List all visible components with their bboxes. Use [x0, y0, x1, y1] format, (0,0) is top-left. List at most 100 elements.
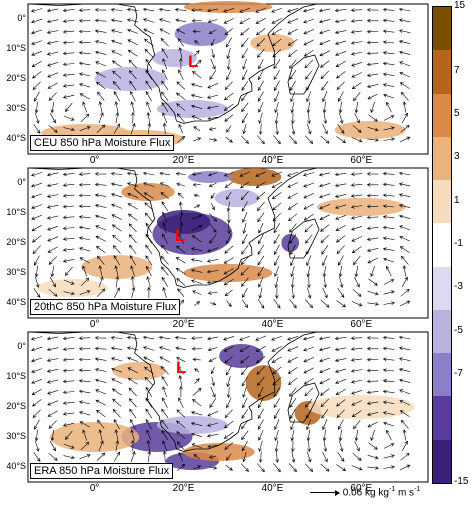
flux-arrow	[34, 101, 39, 114]
flux-arrow	[62, 40, 75, 45]
flux-arrow	[320, 135, 330, 144]
flux-arrow	[382, 29, 395, 34]
flux-arrow	[304, 59, 314, 69]
flux-arrow	[319, 193, 331, 199]
flux-arrow	[367, 138, 379, 142]
flux-arrow	[367, 290, 379, 296]
flux-arrow	[334, 204, 347, 209]
flux-arrow	[275, 123, 279, 135]
flux-arrow	[273, 463, 281, 473]
flux-arrow	[240, 27, 250, 36]
flux-arrow	[31, 204, 43, 209]
flux-arrow	[178, 451, 183, 462]
flux-arrow	[334, 30, 347, 34]
flux-arrow	[334, 183, 347, 188]
flux-arrow	[255, 171, 267, 177]
flux-arrow	[178, 201, 183, 211]
reference-text: 0.06 kg kg	[342, 487, 389, 499]
flux-arrow	[158, 335, 171, 340]
flux-arrow	[161, 201, 169, 212]
flux-arrow	[113, 255, 120, 266]
flux-arrow	[78, 72, 91, 77]
flux-arrow	[350, 172, 363, 176]
flux-arrow	[144, 202, 154, 211]
flux-arrow	[402, 101, 407, 113]
flux-arrow	[240, 181, 250, 189]
colorbar-segment	[433, 7, 451, 51]
flux-arrow	[191, 399, 202, 407]
anomaly-patch	[112, 362, 166, 380]
flux-arrow	[335, 51, 347, 56]
flux-arrow	[226, 47, 231, 60]
flux-arrow	[382, 389, 395, 394]
flux-arrow	[191, 18, 202, 23]
flux-arrow	[257, 212, 265, 223]
anomaly-patch	[50, 422, 140, 452]
flux-arrow	[94, 18, 107, 23]
flux-arrow	[350, 194, 363, 198]
flux-arrow	[258, 287, 263, 299]
flux-arrow	[334, 347, 347, 352]
flux-arrow	[225, 365, 232, 376]
flux-arrow	[351, 390, 363, 395]
flux-arrow	[176, 81, 186, 90]
colorbar-segment	[433, 309, 451, 354]
flux-arrow	[399, 225, 411, 231]
map-canvas	[27, 1, 429, 155]
flux-arrow	[383, 279, 395, 285]
flux-arrow	[336, 464, 347, 472]
flux-arrow	[287, 18, 299, 24]
flux-arrow	[273, 223, 280, 234]
flux-arrow	[94, 40, 107, 44]
flux-arrow	[178, 375, 183, 387]
flux-arrow	[274, 101, 279, 114]
flux-arrow	[305, 80, 312, 91]
flux-arrow	[223, 92, 234, 101]
flux-arrow	[402, 265, 407, 277]
flux-arrow	[289, 387, 297, 397]
flux-arrow	[176, 463, 186, 472]
flux-arrow	[110, 7, 123, 12]
flux-arrow	[63, 115, 75, 121]
flux-arrow	[30, 8, 43, 13]
flux-arrow	[401, 112, 408, 123]
flux-arrow	[227, 222, 231, 235]
flux-arrow	[350, 204, 363, 209]
flux-arrow	[179, 57, 183, 70]
flux-arrow	[398, 204, 411, 208]
flux-arrow	[176, 441, 185, 451]
flux-arrow	[335, 61, 346, 68]
flux-arrow	[174, 335, 187, 340]
flux-arrow	[206, 259, 219, 263]
flux-arrow	[271, 356, 282, 363]
flux-arrow	[382, 51, 395, 55]
flux-arrow	[306, 91, 312, 103]
flux-arrow	[31, 378, 43, 384]
flux-arrow	[34, 265, 39, 278]
flux-arrow	[289, 463, 297, 473]
flux-arrow	[130, 418, 136, 430]
flux-arrow	[130, 101, 135, 113]
flux-arrow	[368, 114, 378, 122]
flux-arrow	[46, 183, 59, 188]
flux-arrow	[190, 411, 203, 416]
map-canvas	[27, 331, 429, 483]
flux-arrow	[382, 411, 395, 415]
flux-arrow	[289, 135, 297, 145]
flux-arrow	[366, 18, 379, 23]
flux-arrow	[242, 288, 248, 298]
colorbar-segment	[433, 136, 451, 181]
flux-arrow	[145, 419, 152, 430]
flux-arrow	[192, 387, 202, 396]
flux-arrow	[307, 276, 311, 289]
flux-arrow	[302, 172, 315, 177]
flux-arrow	[31, 368, 43, 373]
flux-arrow	[352, 452, 362, 461]
flux-arrow	[306, 265, 311, 278]
flux-arrow	[179, 385, 183, 398]
flux-arrow	[162, 286, 167, 299]
latitude-tick-label: 20°S	[6, 237, 26, 247]
flux-arrow	[178, 123, 183, 134]
flux-arrow	[112, 398, 122, 407]
anomaly-patch	[152, 49, 197, 67]
